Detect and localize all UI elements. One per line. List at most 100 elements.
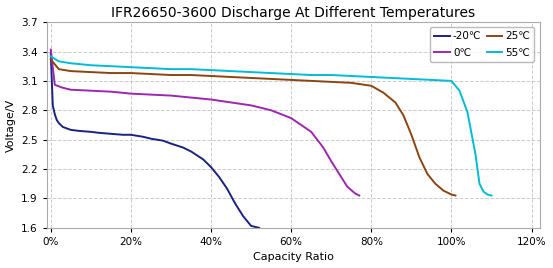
25℃ xyxy=(187,73,194,77)
-20℃ xyxy=(128,133,134,136)
0℃ xyxy=(228,101,234,104)
55℃ xyxy=(408,77,415,81)
-20℃ xyxy=(107,132,114,135)
0℃ xyxy=(48,48,54,51)
55℃ xyxy=(148,66,154,70)
25℃ xyxy=(368,84,374,87)
25℃ xyxy=(408,133,415,136)
25℃ xyxy=(448,193,455,196)
55℃ xyxy=(480,190,487,193)
55℃ xyxy=(288,72,295,76)
0℃ xyxy=(308,130,315,133)
-20℃ xyxy=(256,226,263,229)
-20℃ xyxy=(180,146,186,149)
-20℃ xyxy=(55,121,62,125)
55℃ xyxy=(448,79,455,83)
0℃ xyxy=(87,89,94,92)
25℃ xyxy=(416,156,422,159)
0℃ xyxy=(187,96,194,99)
-20℃ xyxy=(67,128,74,132)
55℃ xyxy=(87,64,94,67)
-20℃ xyxy=(216,175,222,178)
-20℃ xyxy=(160,139,166,142)
-20℃ xyxy=(148,137,154,140)
25℃ xyxy=(380,91,387,94)
0℃ xyxy=(168,94,174,97)
55℃ xyxy=(208,69,215,72)
0℃ xyxy=(67,88,74,91)
-20℃ xyxy=(248,224,254,228)
0℃ xyxy=(248,104,254,107)
25℃ xyxy=(248,76,254,80)
-20℃ xyxy=(49,104,56,107)
25℃ xyxy=(424,172,431,176)
Legend: -20℃, 0℃, 25℃, 55℃: -20℃, 0℃, 25℃, 55℃ xyxy=(430,27,534,62)
Line: -20℃: -20℃ xyxy=(51,53,259,228)
-20℃ xyxy=(54,118,60,122)
0℃ xyxy=(128,92,134,95)
Line: 25℃: 25℃ xyxy=(51,59,456,196)
55℃ xyxy=(328,73,335,77)
-20℃ xyxy=(119,133,126,136)
25℃ xyxy=(48,58,54,61)
25℃ xyxy=(400,114,406,117)
-20℃ xyxy=(48,52,54,55)
-20℃ xyxy=(224,187,231,190)
25℃ xyxy=(148,72,154,76)
25℃ xyxy=(348,81,354,84)
55℃ xyxy=(168,68,174,71)
25℃ xyxy=(67,69,74,73)
25℃ xyxy=(288,78,295,81)
Title: IFR26650-3600 Discharge At Different Temperatures: IFR26650-3600 Discharge At Different Tem… xyxy=(111,6,475,20)
-20℃ xyxy=(208,166,215,169)
55℃ xyxy=(128,66,134,69)
55℃ xyxy=(268,72,274,75)
0℃ xyxy=(352,192,358,195)
25℃ xyxy=(228,75,234,79)
-20℃ xyxy=(87,130,94,133)
0℃ xyxy=(60,86,66,89)
55℃ xyxy=(348,75,354,78)
25℃ xyxy=(128,72,134,75)
0℃ xyxy=(344,185,351,188)
55℃ xyxy=(228,69,234,73)
0℃ xyxy=(208,98,215,101)
25℃ xyxy=(168,73,174,77)
55℃ xyxy=(368,75,374,79)
25℃ xyxy=(208,75,215,78)
25℃ xyxy=(107,72,114,75)
Line: 0℃: 0℃ xyxy=(51,50,359,196)
25℃ xyxy=(87,70,94,74)
25℃ xyxy=(432,182,439,185)
55℃ xyxy=(472,153,479,156)
0℃ xyxy=(268,109,274,112)
55℃ xyxy=(248,70,254,74)
55℃ xyxy=(55,60,62,63)
-20℃ xyxy=(76,129,82,132)
55℃ xyxy=(476,182,483,185)
55℃ xyxy=(107,65,114,68)
0℃ xyxy=(51,83,58,86)
25℃ xyxy=(452,194,459,197)
-20℃ xyxy=(168,142,174,145)
-20℃ xyxy=(139,135,146,138)
-20℃ xyxy=(60,125,66,129)
55℃ xyxy=(308,73,315,77)
55℃ xyxy=(456,89,463,92)
-20℃ xyxy=(51,113,58,116)
55℃ xyxy=(484,193,491,196)
-20℃ xyxy=(240,214,247,218)
-20℃ xyxy=(96,131,102,135)
55℃ xyxy=(464,111,471,114)
55℃ xyxy=(488,194,495,197)
25℃ xyxy=(440,189,447,192)
0℃ xyxy=(148,93,154,96)
Y-axis label: Voltage/V: Voltage/V xyxy=(6,98,15,152)
-20℃ xyxy=(200,158,206,161)
0℃ xyxy=(107,90,114,93)
0℃ xyxy=(328,160,335,163)
55℃ xyxy=(428,78,435,81)
25℃ xyxy=(392,101,399,104)
Line: 55℃: 55℃ xyxy=(51,56,492,196)
25℃ xyxy=(328,80,335,84)
